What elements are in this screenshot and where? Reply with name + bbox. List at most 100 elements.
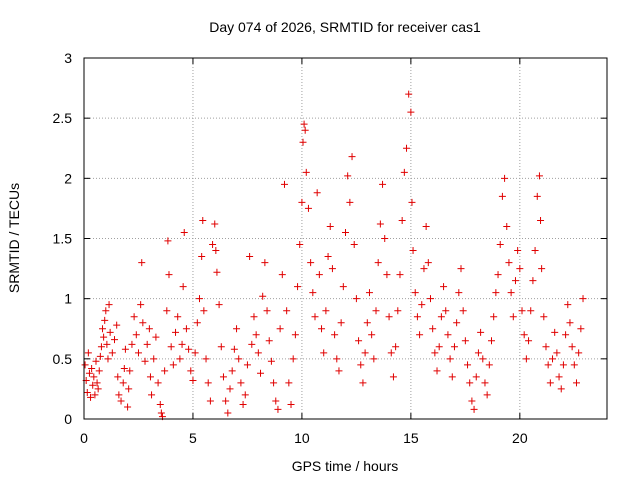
data-point	[206, 397, 214, 405]
x-tick-label: 5	[189, 430, 197, 446]
data-point	[87, 393, 95, 401]
data-point	[165, 271, 173, 279]
data-point	[577, 325, 585, 333]
data-point	[120, 364, 128, 372]
data-point	[481, 379, 489, 387]
data-point	[161, 367, 169, 375]
data-point	[564, 301, 572, 309]
data-point	[233, 325, 241, 333]
data-point	[243, 361, 251, 369]
data-point	[299, 138, 307, 146]
data-point	[143, 340, 151, 348]
data-point	[440, 283, 448, 291]
data-point	[148, 391, 156, 399]
data-point	[228, 367, 236, 375]
data-point	[542, 343, 550, 351]
data-point	[383, 271, 391, 279]
data-point	[339, 283, 347, 291]
data-point	[496, 241, 504, 249]
data-point	[285, 379, 293, 387]
data-point	[379, 180, 387, 188]
data-point	[257, 369, 265, 377]
data-point	[99, 325, 107, 333]
data-point	[477, 328, 485, 336]
data-point	[250, 313, 258, 321]
data-point	[164, 237, 172, 245]
data-point	[259, 292, 267, 300]
data-point	[291, 331, 299, 339]
data-point	[180, 228, 188, 236]
data-point	[342, 228, 349, 236]
data-point	[553, 349, 561, 357]
data-point	[535, 172, 543, 180]
data-point	[100, 333, 108, 341]
data-point	[509, 313, 517, 321]
data-point	[215, 301, 223, 309]
data-point	[381, 235, 389, 242]
data-point	[163, 307, 171, 315]
data-point	[102, 307, 110, 315]
data-point	[394, 307, 402, 315]
data-point	[141, 357, 149, 365]
gridlines	[84, 58, 607, 419]
data-point	[479, 355, 487, 363]
data-point	[101, 316, 109, 324]
data-point	[527, 307, 535, 315]
data-point	[217, 343, 225, 351]
data-point	[501, 174, 509, 182]
data-point	[150, 355, 158, 363]
data-point	[307, 259, 315, 267]
data-point	[254, 349, 262, 357]
data-point	[209, 241, 217, 249]
data-point	[555, 373, 563, 381]
data-point	[359, 379, 367, 387]
data-point	[189, 376, 197, 384]
data-point	[575, 349, 583, 357]
x-axis-label: GPS time / hours	[292, 458, 399, 474]
y-tick-label: 0	[64, 411, 72, 427]
data-point	[267, 357, 275, 365]
data-point	[392, 343, 400, 351]
data-point	[498, 192, 506, 200]
data-point	[226, 385, 234, 393]
data-point	[103, 340, 111, 348]
data-point	[437, 313, 445, 321]
data-point	[315, 271, 323, 279]
data-point	[322, 307, 330, 315]
data-point	[92, 357, 100, 365]
data-point	[237, 379, 245, 387]
x-tick-label: 20	[512, 430, 528, 446]
data-point	[174, 313, 182, 321]
y-tick-label: 2	[64, 170, 72, 186]
data-point	[130, 313, 138, 321]
data-point	[570, 361, 578, 369]
y-tick-label: 0.5	[53, 351, 73, 367]
data-point	[389, 373, 397, 381]
data-point	[261, 259, 269, 267]
data-point	[549, 355, 557, 363]
data-point	[370, 355, 378, 363]
data-point	[301, 126, 309, 134]
axis-ticks: 0 5 10 15 20 0 0.5 1 1.5 2 2.5 3	[53, 50, 607, 446]
data-point	[248, 340, 256, 348]
data-point	[198, 253, 206, 261]
data-point	[368, 331, 376, 339]
data-point	[551, 328, 559, 336]
data-point	[178, 340, 186, 348]
data-point	[113, 321, 121, 329]
data-point	[191, 349, 199, 357]
data-point	[121, 345, 129, 353]
data-point	[409, 247, 417, 255]
data-point	[132, 331, 140, 339]
data-point	[387, 349, 395, 357]
data-point	[128, 340, 136, 348]
data-point	[202, 355, 210, 363]
data-point	[337, 319, 345, 327]
data-point	[318, 325, 326, 333]
data-point	[533, 192, 541, 200]
data-point	[115, 391, 123, 399]
data-point	[106, 328, 114, 336]
data-point	[488, 337, 496, 345]
data-point	[287, 401, 295, 409]
data-point	[361, 349, 369, 357]
